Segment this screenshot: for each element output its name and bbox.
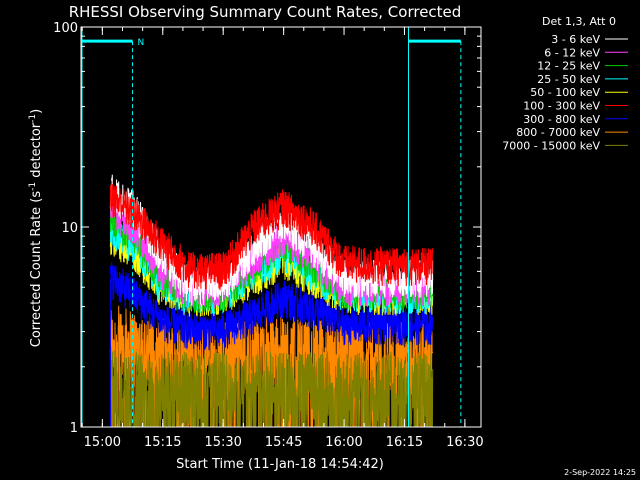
- x-tick-label-4: 16:00: [325, 435, 362, 450]
- legend-header: Det 1,3, Att 0: [542, 15, 616, 28]
- x-tick-label-5: 16:15: [386, 435, 423, 450]
- x-tick-label-2: 15:30: [204, 435, 241, 450]
- night-label-0: N: [138, 38, 145, 48]
- series-line-8: [109, 346, 434, 429]
- legend-label-4: 50 - 100 keV: [530, 86, 600, 99]
- footer-date: 2-Sep-2022 14:25: [564, 468, 636, 477]
- series-line-6: [109, 262, 434, 351]
- x-tick-label-3: 15:45: [265, 435, 302, 450]
- y-tick-label-0: 1: [70, 421, 78, 436]
- legend-label-2: 12 - 25 keV: [537, 60, 600, 73]
- annotation-layer: N: [81, 27, 462, 427]
- legend-label-0: 3 - 6 keV: [551, 33, 600, 46]
- series-line-0: [109, 174, 434, 306]
- y-axis-label-mid: detector: [29, 122, 44, 182]
- chart-title: RHESSI Observing Summary Count Rates, Co…: [69, 3, 462, 21]
- series-line-5: [109, 180, 434, 291]
- legend-label-8: 7000 - 15000 keV: [502, 139, 600, 152]
- y-axis-label-sup-2: -1: [28, 114, 38, 123]
- y-tick-label-1: 10: [61, 221, 78, 236]
- legend-label-6: 300 - 800 keV: [523, 113, 600, 126]
- y-axis-label-main: Corrected Count Rate (s: [29, 191, 44, 348]
- x-tick-label-6: 16:30: [446, 435, 483, 450]
- data-layer: [109, 174, 434, 429]
- y-axis-label: Corrected Count Rate (s-1 detector-1): [28, 109, 44, 347]
- legend-label-5: 100 - 300 keV: [523, 100, 600, 113]
- y-axis-label-tail: ): [29, 109, 44, 114]
- legend-label-3: 25 - 50 keV: [537, 73, 600, 86]
- legend-label-1: 6 - 12 keV: [544, 46, 600, 59]
- axes: 1 10 100 15:00 15:15 15:30 15:45 16:00 16:15 16:3…: [53, 21, 483, 450]
- x-tick-label-1: 15:15: [144, 435, 181, 450]
- x-axis-label: Start Time (11-Jan-18 14:54:42): [176, 457, 384, 472]
- y-axis-label-sup-1: -1: [28, 182, 38, 191]
- y-tick-label-2: 100: [53, 21, 78, 36]
- x-tick-label-0: 15:00: [84, 435, 121, 450]
- legend-label-7: 800 - 7000 keV: [516, 126, 600, 139]
